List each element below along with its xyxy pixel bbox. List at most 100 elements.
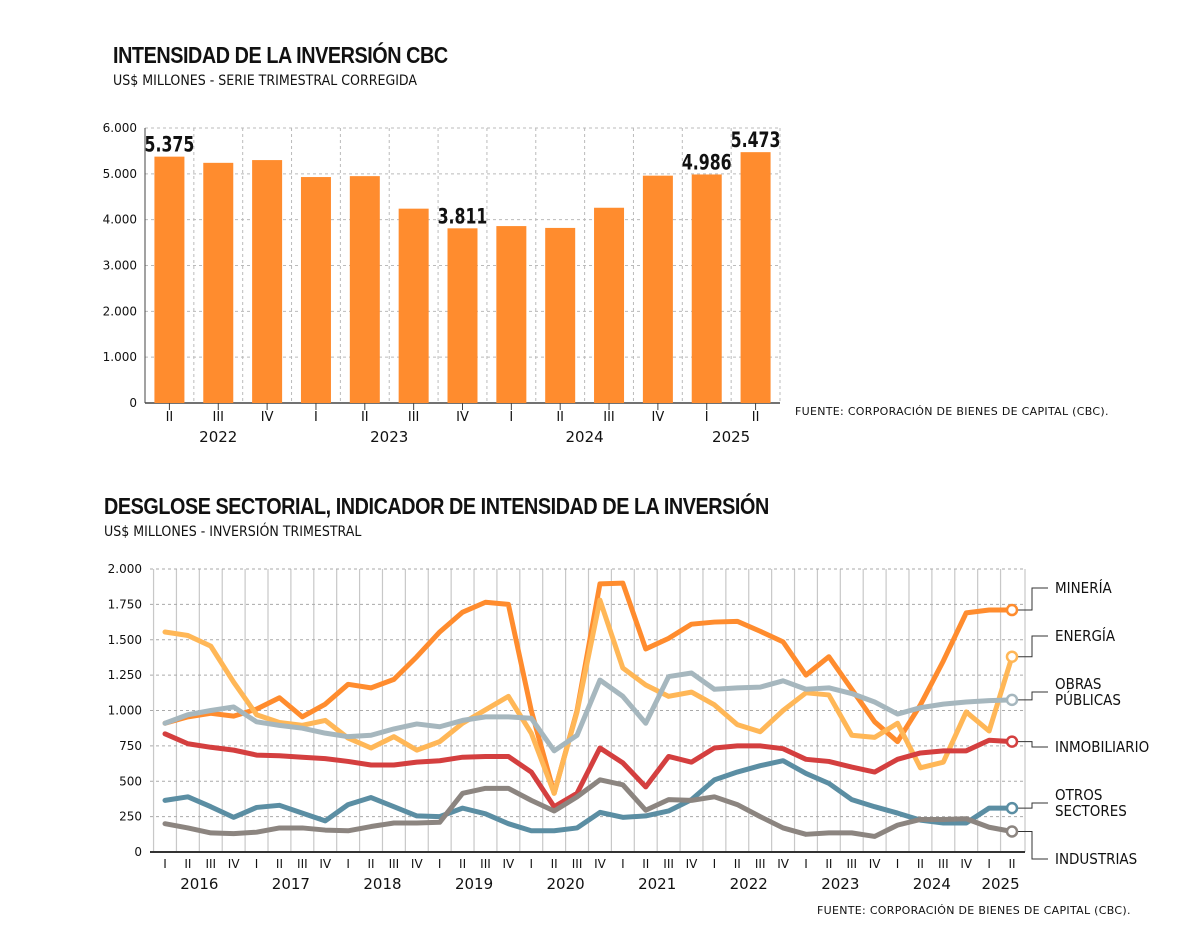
series-line-obras-públicas [162,670,1015,754]
series-label: INDUSTRIAS [1055,851,1137,868]
bar [203,162,234,403]
series-leader-line [1018,691,1048,701]
series-end-marker [1005,693,1019,707]
bar-ytick-label: 3.000 [103,259,137,273]
line-xtick-label: III [846,857,857,871]
line-xtick-label: II [917,857,924,871]
line-xtick-label: IV [319,857,332,871]
line-xtick-label: III [480,857,491,871]
bar [740,152,771,403]
line-xtick-label: II [276,857,283,871]
line-xtick-label: II [642,857,649,871]
bar-ytick-label: 2.000 [103,304,137,318]
line-xtick-label: III [297,857,308,871]
series-leader-line [1018,587,1048,611]
line-year-label: 2023 [821,875,859,893]
bar-data-label: 4.986 [682,151,732,175]
line-xtick-label: II [184,857,191,871]
series-line-inmobiliario [162,731,1015,810]
line-xtick-label: III [389,857,400,871]
line-xtick-label: IV [869,857,882,871]
bar-xtick-label: III [408,410,420,425]
line-ytick-label: 750 [119,739,142,753]
bar-xtick-label: II [752,410,760,425]
bar [300,177,331,403]
bar [398,208,429,403]
line-year-label: 2017 [272,875,310,893]
line-xtick-label: II [825,857,832,871]
line-xtick-label: II [734,857,741,871]
bar-chart-source: FUENTE: CORPORACIÓN DE BIENES DE CAPITAL… [795,405,1109,418]
bar [349,176,380,403]
series-line-otros-sectores [162,758,1015,834]
bar-xtick-label: III [603,410,615,425]
line-year-label: 2020 [547,875,585,893]
line-year-label: 2018 [363,875,401,893]
bar-ytick-label: 5.000 [103,167,137,181]
bar [252,160,283,403]
line-chart-title: DESGLOSE SECTORIAL, INDICADOR DE INTENSI… [104,493,769,519]
line-xtick-label: I [713,857,717,871]
line-xtick-label: IV [411,857,424,871]
line-xtick-label: IV [686,857,699,871]
line-xtick-label: III [755,857,766,871]
bar-xtick-label: IV [652,410,665,425]
series-label: MINERÍA [1055,579,1112,597]
line-xtick-label: I [804,857,808,871]
bar-xtick-label: II [361,410,369,425]
bar-xtick-label: IV [261,410,274,425]
series-end-marker [1005,735,1019,748]
line-ytick-label: 1.000 [108,704,142,718]
line-xtick-label: II [459,857,466,871]
line-year-label: 2021 [638,875,676,893]
line-xtick-label: I [987,857,991,871]
bar-chart-title: INTENSIDAD DE LA INVERSIÓN CBC [113,42,448,68]
bar-data-label: 5.375 [145,134,195,158]
bar-year-label: 2025 [712,428,750,446]
line-xtick-label: IV [228,857,241,871]
bar [496,226,527,403]
line-xtick-label: IV [777,857,790,871]
bar-ytick-label: 4.000 [103,213,137,227]
line-xtick-label: I [529,857,533,871]
series-line-industrias [162,777,1015,839]
line-ytick-label: 500 [119,774,142,788]
series-leader-line [1018,830,1048,860]
series-end-marker [1005,603,1019,617]
line-ytick-label: 250 [119,810,142,824]
line-xtick-label: III [205,857,216,871]
bar-xtick-label: IV [456,410,469,425]
line-xtick-label: I [163,857,167,871]
line-xtick-label: I [621,857,625,871]
line-xtick-label: III [663,857,674,871]
series-label: OBRAS [1055,676,1101,693]
bar-xtick-label: I [705,410,709,425]
bar-year-label: 2023 [370,428,408,446]
bar-xtick-label: II [166,410,174,425]
bar [691,174,722,403]
line-xtick-label: II [551,857,558,871]
series-label: OTROS [1055,787,1102,804]
line-year-label: 2024 [913,875,951,893]
series-label: ENERGÍA [1055,627,1115,645]
bar [154,156,185,403]
bar-data-label: 3.811 [438,205,488,229]
bar-year-label: 2022 [199,428,237,446]
bar [594,207,625,403]
bar-xtick-label: I [509,410,513,425]
line-xtick-label: I [255,857,259,871]
line-year-label: 2019 [455,875,493,893]
series-leader-line [1018,635,1048,658]
line-ytick-label: 1.750 [108,597,142,611]
line-xtick-label: IV [503,857,516,871]
series-end-marker [1005,801,1019,815]
line-xtick-label: III [572,857,583,871]
line-chart-subtitle: US$ MILLONES - INVERSIÓN TRIMESTRAL [104,524,362,540]
bar-ytick-label: 1.000 [103,350,137,364]
line-xtick-label: I [438,857,442,871]
line-year-label: 2016 [180,875,218,893]
series-leader-line [1018,802,1048,809]
series-end-marker [1005,825,1019,838]
series-label: INMOBILIARIO [1055,739,1149,756]
